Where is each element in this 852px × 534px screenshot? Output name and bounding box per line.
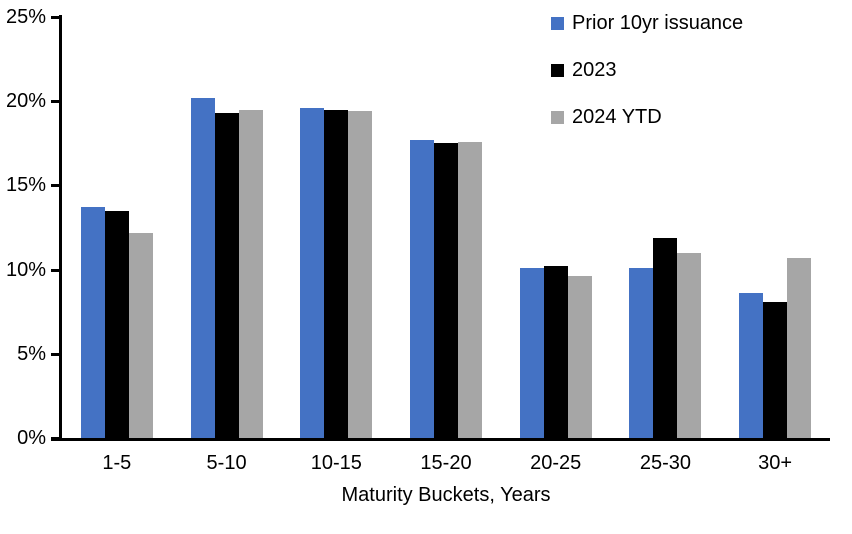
y-tick-10- xyxy=(51,268,60,272)
x-axis-title: Maturity Buckets, Years xyxy=(341,484,551,506)
bar-2024-ytd-25-30 xyxy=(677,252,702,438)
y-axis-line xyxy=(59,15,62,441)
x-axis-line xyxy=(51,438,830,441)
bar-prior-10yr-issuance-15-20 xyxy=(410,139,434,438)
y-tick-label-25-: 25% xyxy=(5,6,46,28)
y-tick-label-5-: 5% xyxy=(17,342,46,365)
legend-swatch-2023 xyxy=(551,64,564,77)
y-tick-label-10-: 10% xyxy=(5,258,46,281)
bar-2024-ytd-15-20 xyxy=(458,141,482,438)
bar-2023-5-10 xyxy=(214,113,239,438)
x-tick-label-1-5: 1-5 xyxy=(102,452,132,474)
bar-2023-20-25 xyxy=(543,266,568,438)
bar-2024-ytd-20-25 xyxy=(567,276,592,438)
bars-layer xyxy=(62,17,830,438)
bar-prior-10yr-issuance-5-10 xyxy=(190,97,215,438)
bar-2024-ytd-5-10 xyxy=(238,109,263,438)
bar-prior-10yr-issuance-25-30 xyxy=(629,267,654,438)
legend-label-2023: 2023 xyxy=(572,59,617,81)
legend-item-2024-ytd: 2024 YTD xyxy=(551,106,743,129)
y-tick-25- xyxy=(51,16,60,19)
x-tick-label-15-20: 15-20 xyxy=(420,452,472,474)
bar-2023-25-30 xyxy=(653,237,678,438)
y-tick-15- xyxy=(51,184,60,188)
bar-prior-10yr-issuance-30+ xyxy=(739,293,764,438)
bar-2023-10-15 xyxy=(324,109,349,438)
bar-2024-ytd-30+ xyxy=(787,257,812,438)
bar-2024-ytd-10-15 xyxy=(348,111,373,438)
bar-prior-10yr-issuance-1-5 xyxy=(80,207,105,438)
legend-item-2023: 2023 xyxy=(551,59,743,82)
x-tick-label-25-30: 25-30 xyxy=(639,452,691,474)
bar-2023-30+ xyxy=(763,301,788,438)
y-tick-20- xyxy=(51,100,60,104)
legend-label-2024-ytd: 2024 YTD xyxy=(572,106,662,128)
bar-prior-10yr-issuance-10-15 xyxy=(300,107,325,438)
legend-swatch-prior-10yr xyxy=(551,17,564,30)
y-tick-label-15-: 15% xyxy=(5,174,46,197)
bar-2024-ytd-1-5 xyxy=(128,232,153,438)
x-tick-label-20-25: 20-25 xyxy=(530,452,582,474)
x-tick-label-10-15: 10-15 xyxy=(310,452,362,474)
legend-item-prior-10yr: Prior 10yr issuance xyxy=(551,12,743,35)
legend: Prior 10yr issuance 2023 2024 YTD xyxy=(551,12,743,153)
bar-2023-15-20 xyxy=(434,143,458,438)
bar-2023-1-5 xyxy=(104,210,129,438)
bar-prior-10yr-issuance-20-25 xyxy=(519,267,544,438)
x-tick-label-30+: 30+ xyxy=(758,452,793,474)
legend-label-prior-10yr: Prior 10yr issuance xyxy=(572,12,744,34)
y-tick-label-20-: 20% xyxy=(5,90,46,113)
y-tick-5- xyxy=(51,352,60,356)
y-tick-label-0-: 0% xyxy=(17,427,46,449)
legend-swatch-2024-ytd xyxy=(551,111,564,124)
x-tick-label-5-10: 5-10 xyxy=(206,452,247,474)
